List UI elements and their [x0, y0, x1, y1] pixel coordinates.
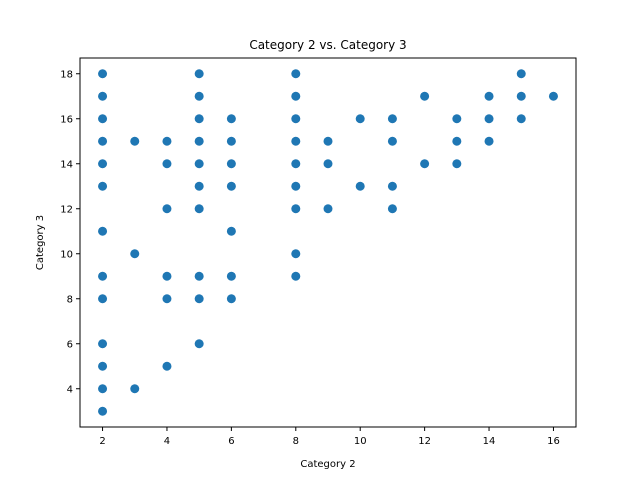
data-point: [194, 271, 204, 281]
data-point: [452, 159, 462, 169]
y-axis-label: Category 3: [35, 215, 46, 270]
data-point: [130, 249, 140, 259]
data-point: [194, 159, 204, 169]
data-point: [194, 69, 204, 79]
data-point: [194, 339, 204, 349]
x-tick-label: 10: [354, 436, 367, 447]
data-point: [98, 69, 108, 79]
data-point: [98, 181, 108, 191]
y-tick-label: 12: [60, 204, 73, 215]
x-tick-label: 12: [418, 436, 431, 447]
data-point: [291, 181, 301, 191]
data-point: [226, 271, 236, 281]
y-tick-label: 6: [67, 339, 73, 350]
data-point: [387, 204, 397, 214]
data-point: [548, 91, 558, 101]
data-point: [516, 91, 526, 101]
data-point: [130, 384, 140, 394]
data-point: [194, 114, 204, 124]
data-point: [162, 136, 172, 146]
y-axis: 4 6 8 10 12 14 16 18: [60, 69, 80, 395]
data-point: [130, 136, 140, 146]
data-point: [194, 204, 204, 214]
data-point: [291, 91, 301, 101]
y-tick-label: 8: [67, 294, 73, 305]
data-point: [452, 114, 462, 124]
data-point: [387, 114, 397, 124]
data-point: [194, 91, 204, 101]
data-point: [194, 181, 204, 191]
data-point: [452, 136, 462, 146]
data-point: [226, 181, 236, 191]
data-point: [226, 114, 236, 124]
x-tick-label: 16: [547, 436, 560, 447]
chart-title: Category 2 vs. Category 3: [249, 38, 406, 52]
y-tick-label: 10: [60, 249, 73, 260]
data-point: [323, 204, 333, 214]
data-point: [291, 159, 301, 169]
data-point: [355, 114, 365, 124]
data-point: [516, 69, 526, 79]
data-point: [387, 181, 397, 191]
data-point: [226, 294, 236, 304]
data-point: [162, 204, 172, 214]
data-point: [162, 271, 172, 281]
data-point: [484, 91, 494, 101]
scatter-points: [98, 69, 558, 416]
data-point: [98, 361, 108, 371]
data-point: [516, 114, 526, 124]
data-point: [194, 136, 204, 146]
plot-frame: [79, 57, 577, 428]
data-point: [162, 294, 172, 304]
data-point: [162, 361, 172, 371]
data-point: [291, 204, 301, 214]
data-point: [420, 91, 430, 101]
y-tick-label: 14: [60, 159, 73, 170]
x-tick-label: 14: [483, 436, 496, 447]
data-point: [98, 136, 108, 146]
data-point: [98, 384, 108, 394]
y-tick-label: 4: [67, 384, 73, 395]
data-point: [291, 136, 301, 146]
y-tick-label: 18: [60, 69, 73, 80]
data-point: [226, 226, 236, 236]
data-point: [98, 271, 108, 281]
data-point: [323, 159, 333, 169]
data-point: [98, 339, 108, 349]
x-axis: 2 4 6 8 10 12 14 16: [99, 427, 560, 447]
x-tick-label: 2: [99, 436, 105, 447]
data-point: [291, 271, 301, 281]
plot-area: [79, 57, 577, 428]
data-point: [162, 159, 172, 169]
x-axis-label: Category 2: [300, 459, 355, 470]
data-point: [484, 136, 494, 146]
data-point: [98, 159, 108, 169]
x-tick-label: 8: [293, 436, 299, 447]
y-tick-label: 16: [60, 114, 73, 125]
data-point: [323, 136, 333, 146]
x-tick-label: 4: [164, 436, 170, 447]
data-point: [484, 114, 494, 124]
data-point: [291, 69, 301, 79]
data-point: [420, 159, 430, 169]
data-point: [355, 181, 365, 191]
data-point: [98, 91, 108, 101]
data-point: [98, 294, 108, 304]
data-point: [98, 114, 108, 124]
data-point: [98, 406, 108, 416]
data-point: [194, 294, 204, 304]
data-point: [98, 226, 108, 236]
data-point: [291, 249, 301, 259]
data-point: [226, 136, 236, 146]
data-point: [387, 136, 397, 146]
data-point: [291, 114, 301, 124]
x-tick-label: 6: [228, 436, 234, 447]
data-point: [226, 159, 236, 169]
